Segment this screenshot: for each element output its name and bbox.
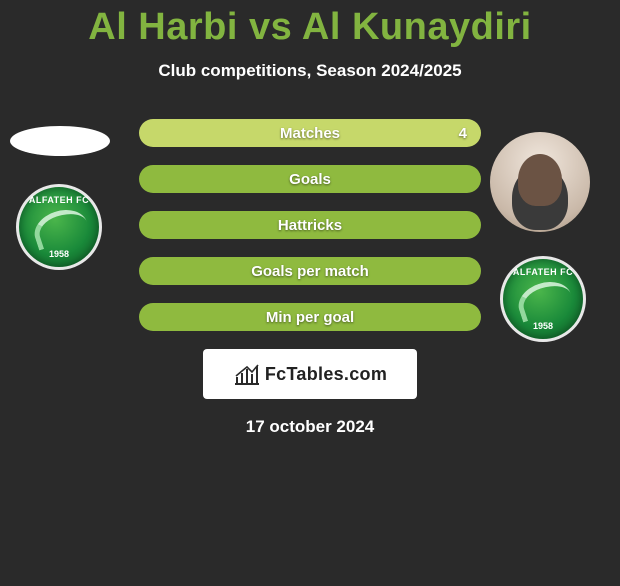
stat-row: Min per goal bbox=[139, 303, 481, 331]
badge-swoosh-icon bbox=[29, 203, 90, 250]
chart-icon bbox=[233, 362, 261, 386]
badge-club-name: ALFATEH FC bbox=[19, 195, 99, 205]
badge-club-year: 1958 bbox=[19, 249, 99, 259]
stat-value-right: 4 bbox=[459, 125, 467, 142]
badge-swoosh-icon bbox=[513, 275, 574, 322]
stat-label: Hattricks bbox=[139, 217, 481, 234]
stat-label: Goals bbox=[139, 171, 481, 188]
club-badge-right: ALFATEH FC 1958 bbox=[500, 256, 586, 342]
stat-row: Goals per match bbox=[139, 257, 481, 285]
club-badge-left: ALFATEH FC 1958 bbox=[16, 184, 102, 270]
comparison-subtitle: Club competitions, Season 2024/2025 bbox=[0, 61, 620, 81]
brand-text: FcTables.com bbox=[265, 364, 387, 385]
player-right-avatar bbox=[490, 132, 590, 232]
snapshot-date: 17 october 2024 bbox=[0, 417, 620, 437]
stat-label: Matches bbox=[139, 125, 481, 142]
stat-rows: Matches4 Goals Hattricks Goals per match Min… bbox=[139, 119, 481, 331]
stat-row: Matches4 bbox=[139, 119, 481, 147]
stat-label: Min per goal bbox=[139, 309, 481, 326]
stat-label: Goals per match bbox=[139, 263, 481, 280]
brand-logo: FcTables.com bbox=[203, 349, 417, 399]
comparison-title: Al Harbi vs Al Kunaydiri bbox=[0, 6, 620, 49]
player-left-avatar bbox=[10, 126, 110, 156]
stat-row: Hattricks bbox=[139, 211, 481, 239]
badge-club-name: ALFATEH FC bbox=[503, 267, 583, 277]
badge-club-year: 1958 bbox=[503, 321, 583, 331]
stat-row: Goals bbox=[139, 165, 481, 193]
